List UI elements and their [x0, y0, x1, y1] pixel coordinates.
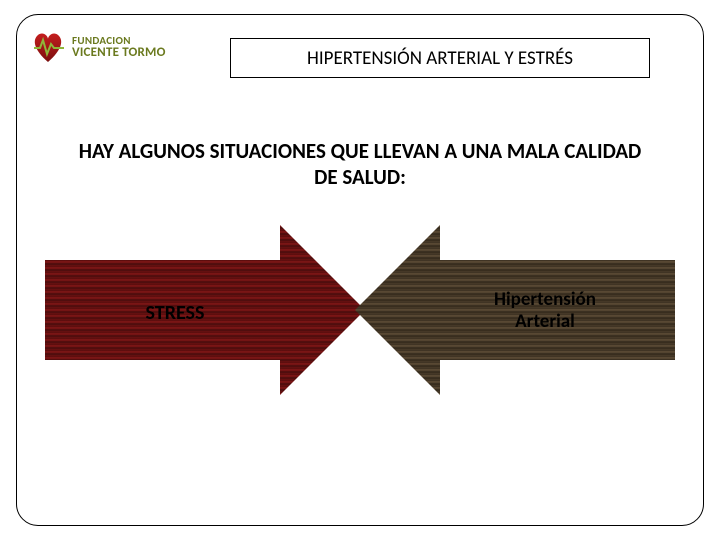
heart-icon — [30, 30, 66, 64]
title-box: HIPERTENSIÓN ARTERIAL Y ESTRÉS — [230, 38, 650, 78]
slide-subtitle: HAY ALGUNOS SITUACIONES QUE LLEVAN A UNA… — [65, 138, 655, 191]
arrow-hypertension-label-line1: Hipertensión — [494, 288, 596, 311]
logo-text: FUNDACION VICENTE TORMO — [72, 35, 166, 59]
arrow-hypertension-label-line2: Arterial — [515, 310, 575, 333]
logo: FUNDACION VICENTE TORMO — [30, 30, 166, 64]
logo-line2: VICENTE TORMO — [72, 46, 166, 59]
arrow-stress-label: STRESS — [85, 301, 265, 325]
slide-title: HIPERTENSIÓN ARTERIAL Y ESTRÉS — [307, 47, 573, 70]
arrow-hypertension-label: Hipertensión Arterial — [445, 289, 645, 333]
arrows-diagram: STRESS Hipertensión Arterial — [45, 225, 675, 405]
